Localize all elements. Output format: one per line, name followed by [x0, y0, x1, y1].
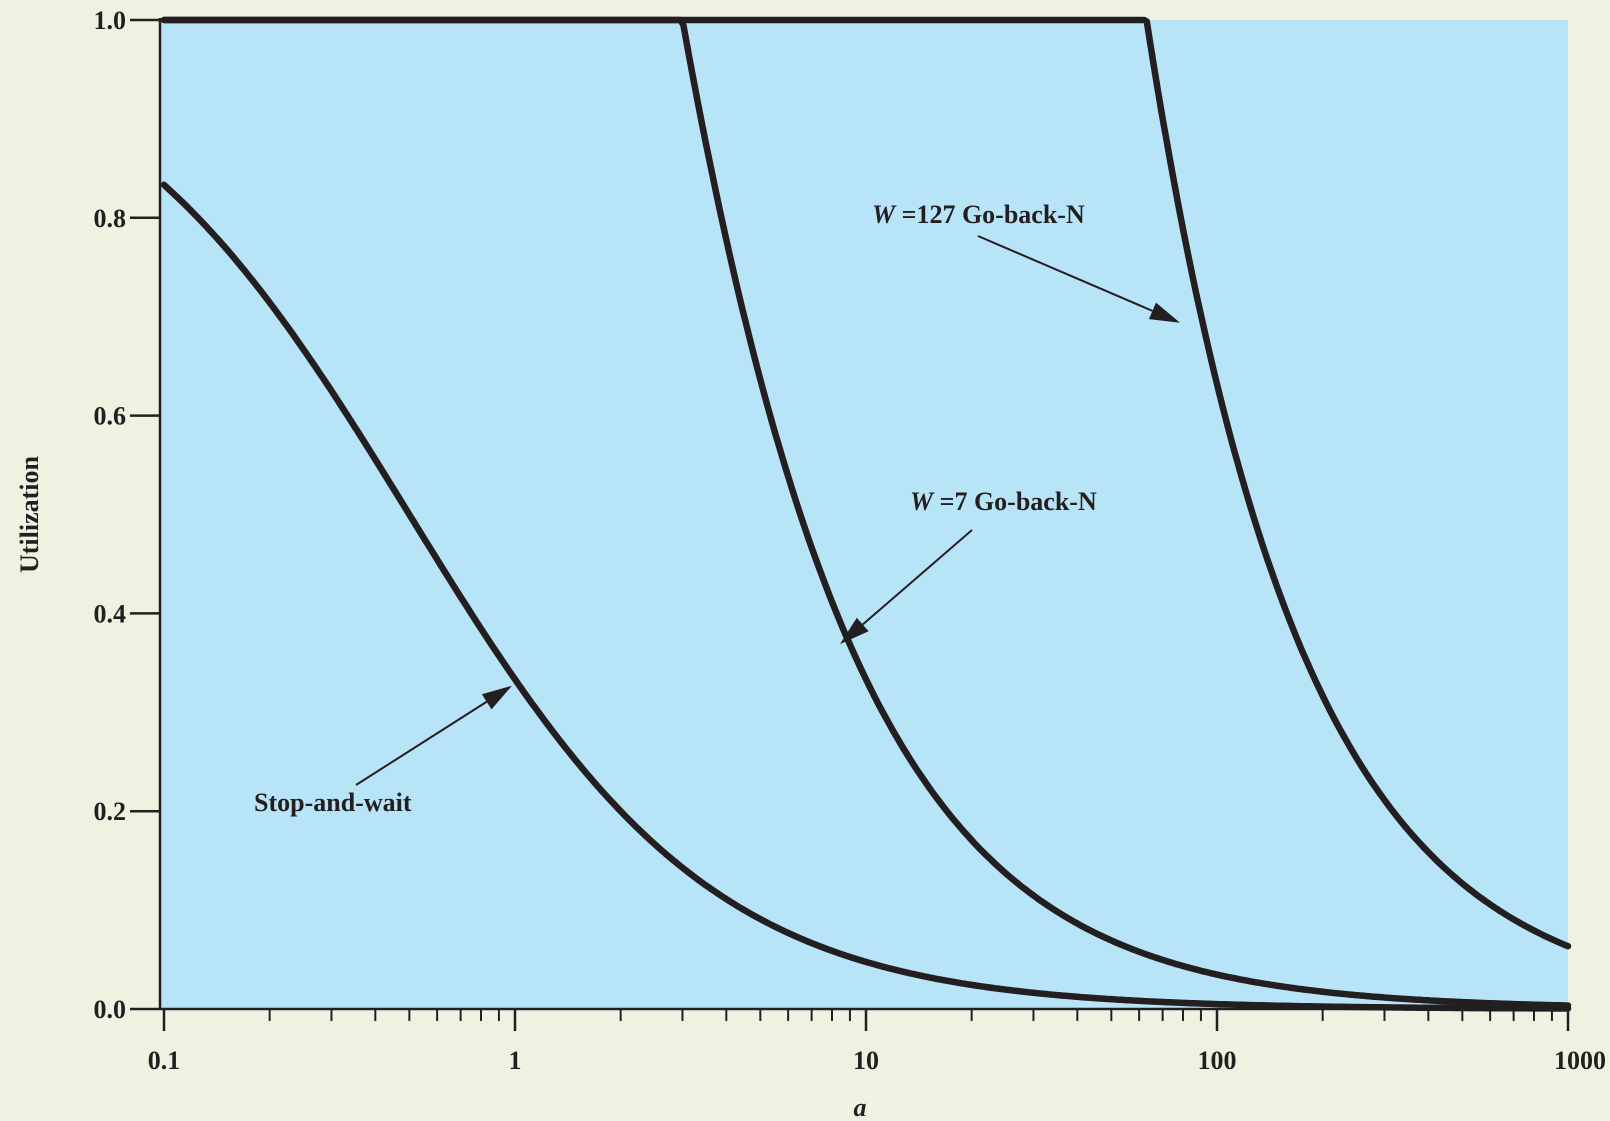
annotation-window-symbol: W: [872, 200, 897, 229]
y-tick-label: 0.8: [94, 204, 127, 233]
x-tick-label: 0.1: [148, 1046, 181, 1075]
annotation-label-w7: W =7 Go-back-N: [910, 487, 1097, 516]
annotation-text: Stop-and-wait: [254, 788, 412, 817]
x-tick-label: 10: [853, 1046, 879, 1075]
y-tick-label: 0.2: [94, 797, 127, 826]
annotation-arrowhead-w7: [840, 617, 869, 645]
annotation-arrowhead-stop-and-wait: [481, 685, 512, 710]
annotation-arrow-line-stop-and-wait: [355, 700, 488, 786]
x-tick-label: 1: [509, 1046, 522, 1075]
y-tick-label: 1.0: [94, 6, 127, 35]
series-line-w127: [160, 16, 1572, 950]
series-lines: [160, 16, 1572, 1012]
annotation-window-symbol: W: [910, 487, 935, 516]
annotation-text: =7 Go-back-N: [933, 487, 1097, 516]
annotation-label-stop-and-wait: Stop-and-wait: [254, 788, 412, 817]
annotation-arrow-line-w7: [862, 529, 973, 626]
annotation-label-w127: W =127 Go-back-N: [872, 200, 1085, 229]
annotation-arrow-line-w127: [977, 235, 1153, 312]
y-axis-title: Utilization: [15, 455, 44, 573]
axis-ticks: 0.0 0.2 0.4 0.6 0.8 1.0 0.1 1 10 100 1000: [94, 6, 1607, 1075]
annotation-arrowhead-w127: [1148, 302, 1180, 323]
annotation-text: =127 Go-back-N: [895, 200, 1085, 229]
y-tick-label: 0.6: [94, 402, 127, 431]
y-tick-label: 0.4: [94, 599, 127, 628]
y-tick-label: 0.0: [94, 995, 127, 1024]
series-line-stop-and-wait: [160, 181, 1572, 1012]
plot-area: [160, 20, 1568, 1009]
x-tick-label: 1000: [1554, 1046, 1606, 1075]
x-tick-label: 100: [1198, 1046, 1237, 1075]
x-axis-title: a: [854, 1093, 867, 1121]
